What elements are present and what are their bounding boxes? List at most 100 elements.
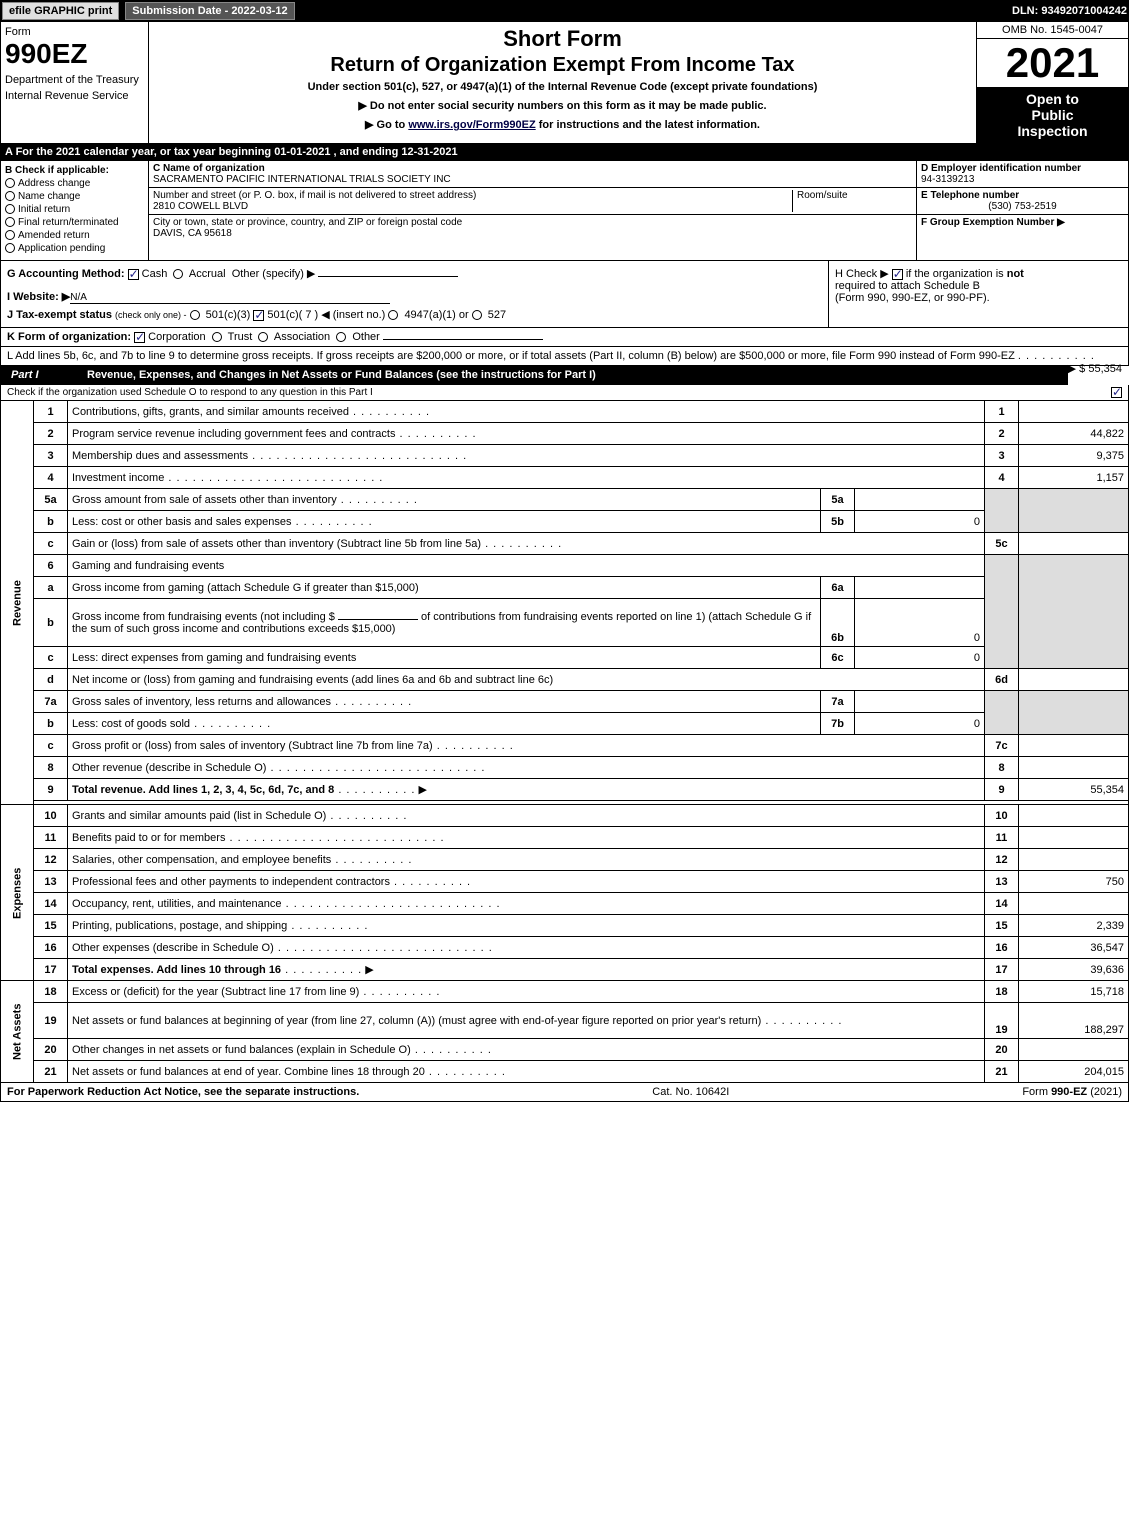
k-o3: Association (274, 331, 330, 343)
org-name: SACRAMENTO PACIFIC INTERNATIONAL TRIALS … (153, 174, 451, 185)
line-5b: bLess: cost or other basis and sales exp… (1, 511, 1129, 533)
part1-sub: Check if the organization used Schedule … (0, 385, 1129, 400)
line-11: 11Benefits paid to or for members11 (1, 827, 1129, 849)
g-accrual: Accrual (189, 268, 226, 280)
line-20: 20Other changes in net assets or fund ba… (1, 1039, 1129, 1061)
l5a-sv (855, 489, 985, 511)
chk-initial[interactable]: Initial return (5, 204, 144, 215)
row-g: G Accounting Method: Cash Accrual Other … (7, 267, 822, 280)
l6b-desc1: Gross income from fundraising events (no… (72, 611, 335, 623)
l5c-desc: Gain or (loss) from sale of assets other… (72, 538, 481, 550)
part1-label: Part I (1, 366, 81, 384)
j-527-check[interactable] (472, 310, 482, 320)
k-corp-check[interactable] (134, 332, 145, 343)
h-text2: if the organization is (906, 268, 1004, 280)
l6b-sv: 0 (855, 599, 985, 647)
l12-amt (1019, 849, 1129, 871)
line-6: 6Gaming and fundraising events (1, 555, 1129, 577)
l21-amt: 204,015 (1019, 1061, 1129, 1083)
header-left: Form 990EZ Department of the Treasury In… (1, 22, 149, 143)
line-7c: cGross profit or (loss) from sales of in… (1, 735, 1129, 757)
header-right: OMB No. 1545-0047 2021 Open to Public In… (976, 22, 1128, 143)
row-l: L Add lines 5b, 6c, and 7b to line 9 to … (0, 347, 1129, 366)
l6a-sv (855, 577, 985, 599)
page-footer: For Paperwork Reduction Act Notice, see … (0, 1083, 1129, 1102)
chk-final[interactable]: Final return/terminated (5, 217, 144, 228)
l14-amt (1019, 893, 1129, 915)
chk-address[interactable]: Address change (5, 178, 144, 189)
row-i: I Website: ▶N/A (7, 290, 822, 304)
row-a: A For the 2021 calendar year, or tax yea… (0, 144, 1129, 161)
chk-amended-label: Amended return (18, 230, 90, 241)
h-text4: (Form 990, 990-EZ, or 990-PF). (835, 292, 990, 304)
chk-final-label: Final return/terminated (18, 217, 119, 228)
website-val: N/A (70, 292, 390, 304)
l7c-amt (1019, 735, 1129, 757)
part1-sub-text: Check if the organization used Schedule … (7, 387, 373, 398)
line-6d: dNet income or (loss) from gaming and fu… (1, 669, 1129, 691)
k-o2: Trust (228, 331, 253, 343)
j-o2: 501(c)( 7 ) ◀ (insert no.) (267, 309, 385, 321)
c-name-label: C Name of organization (153, 163, 265, 174)
l6c-sv: 0 (855, 647, 985, 669)
j-4947-check[interactable] (388, 310, 398, 320)
l19-desc: Net assets or fund balances at beginning… (72, 1015, 761, 1027)
footer-left: For Paperwork Reduction Act Notice, see … (7, 1086, 359, 1098)
open1: Open to (981, 91, 1124, 107)
j-o4: 527 (488, 309, 506, 321)
j-501c-check[interactable] (253, 310, 264, 321)
g-cash-check[interactable] (128, 269, 139, 280)
k-other-check[interactable] (336, 332, 346, 342)
k-assoc-check[interactable] (258, 332, 268, 342)
l7b-sv: 0 (855, 713, 985, 735)
b-header: B Check if applicable: (5, 165, 144, 176)
row-k: K Form of organization: Corporation Trus… (0, 328, 1129, 347)
expenses-label: Expenses (1, 805, 34, 981)
l18-desc: Excess or (deficit) for the year (Subtra… (72, 986, 359, 998)
title-return: Return of Organization Exempt From Incom… (153, 54, 972, 77)
l7a-sv (855, 691, 985, 713)
k-label: K Form of organization: (7, 331, 131, 343)
l8-desc: Other revenue (describe in Schedule O) (72, 762, 266, 774)
l16-amt: 36,547 (1019, 937, 1129, 959)
g-accrual-check[interactable] (173, 269, 183, 279)
j-note: (check only one) - (115, 310, 187, 320)
g-other-line[interactable] (318, 276, 458, 277)
line-2: 2Program service revenue including gover… (1, 423, 1129, 445)
chk-pending-label: Application pending (18, 243, 105, 254)
part1-sched-o-check[interactable] (1111, 387, 1122, 398)
line-9: 9Total revenue. Add lines 1, 2, 3, 4, 5c… (1, 779, 1129, 801)
col-d: D Employer identification number 94-3139… (916, 161, 1128, 260)
city-label: City or town, state or province, country… (153, 217, 462, 228)
k-o4: Other (352, 331, 380, 343)
header-bullet2: ▶ Go to www.irs.gov/Form990EZ for instru… (153, 118, 972, 131)
header-center: Short Form Return of Organization Exempt… (149, 22, 976, 143)
efile-print-button[interactable]: efile GRAPHIC print (2, 2, 119, 20)
k-trust-check[interactable] (212, 332, 222, 342)
bullet2-pre: ▶ Go to (365, 119, 408, 131)
l20-amt (1019, 1039, 1129, 1061)
f-group-label: F Group Exemption Number ▶ (921, 217, 1065, 228)
l21-desc: Net assets or fund balances at end of ye… (72, 1066, 425, 1078)
l10-amt (1019, 805, 1129, 827)
part1-header: Part I Revenue, Expenses, and Changes in… (0, 366, 1068, 385)
col-b: B Check if applicable: Address change Na… (1, 161, 149, 260)
chk-address-label: Address change (18, 178, 90, 189)
l13-desc: Professional fees and other payments to … (72, 876, 390, 888)
k-other-line[interactable] (383, 339, 543, 340)
j-501c3-check[interactable] (190, 310, 200, 320)
h-check[interactable] (892, 269, 903, 280)
l5a-desc: Gross amount from sale of assets other t… (72, 494, 337, 506)
chk-pending[interactable]: Application pending (5, 243, 144, 254)
chk-name[interactable]: Name change (5, 191, 144, 202)
d-ein-label: D Employer identification number (921, 163, 1081, 174)
dept-irs: Internal Revenue Service (5, 90, 144, 102)
g-other: Other (specify) ▶ (232, 268, 316, 280)
line-6b: bGross income from fundraising events (n… (1, 599, 1129, 647)
l17-desc: Total expenses. Add lines 10 through 16 (72, 964, 281, 976)
chk-amended[interactable]: Amended return (5, 230, 144, 241)
irs-link[interactable]: www.irs.gov/Form990EZ (408, 119, 535, 131)
g-label: G Accounting Method: (7, 268, 125, 280)
h-text1: H Check ▶ (835, 268, 889, 280)
line-12: 12Salaries, other compensation, and empl… (1, 849, 1129, 871)
